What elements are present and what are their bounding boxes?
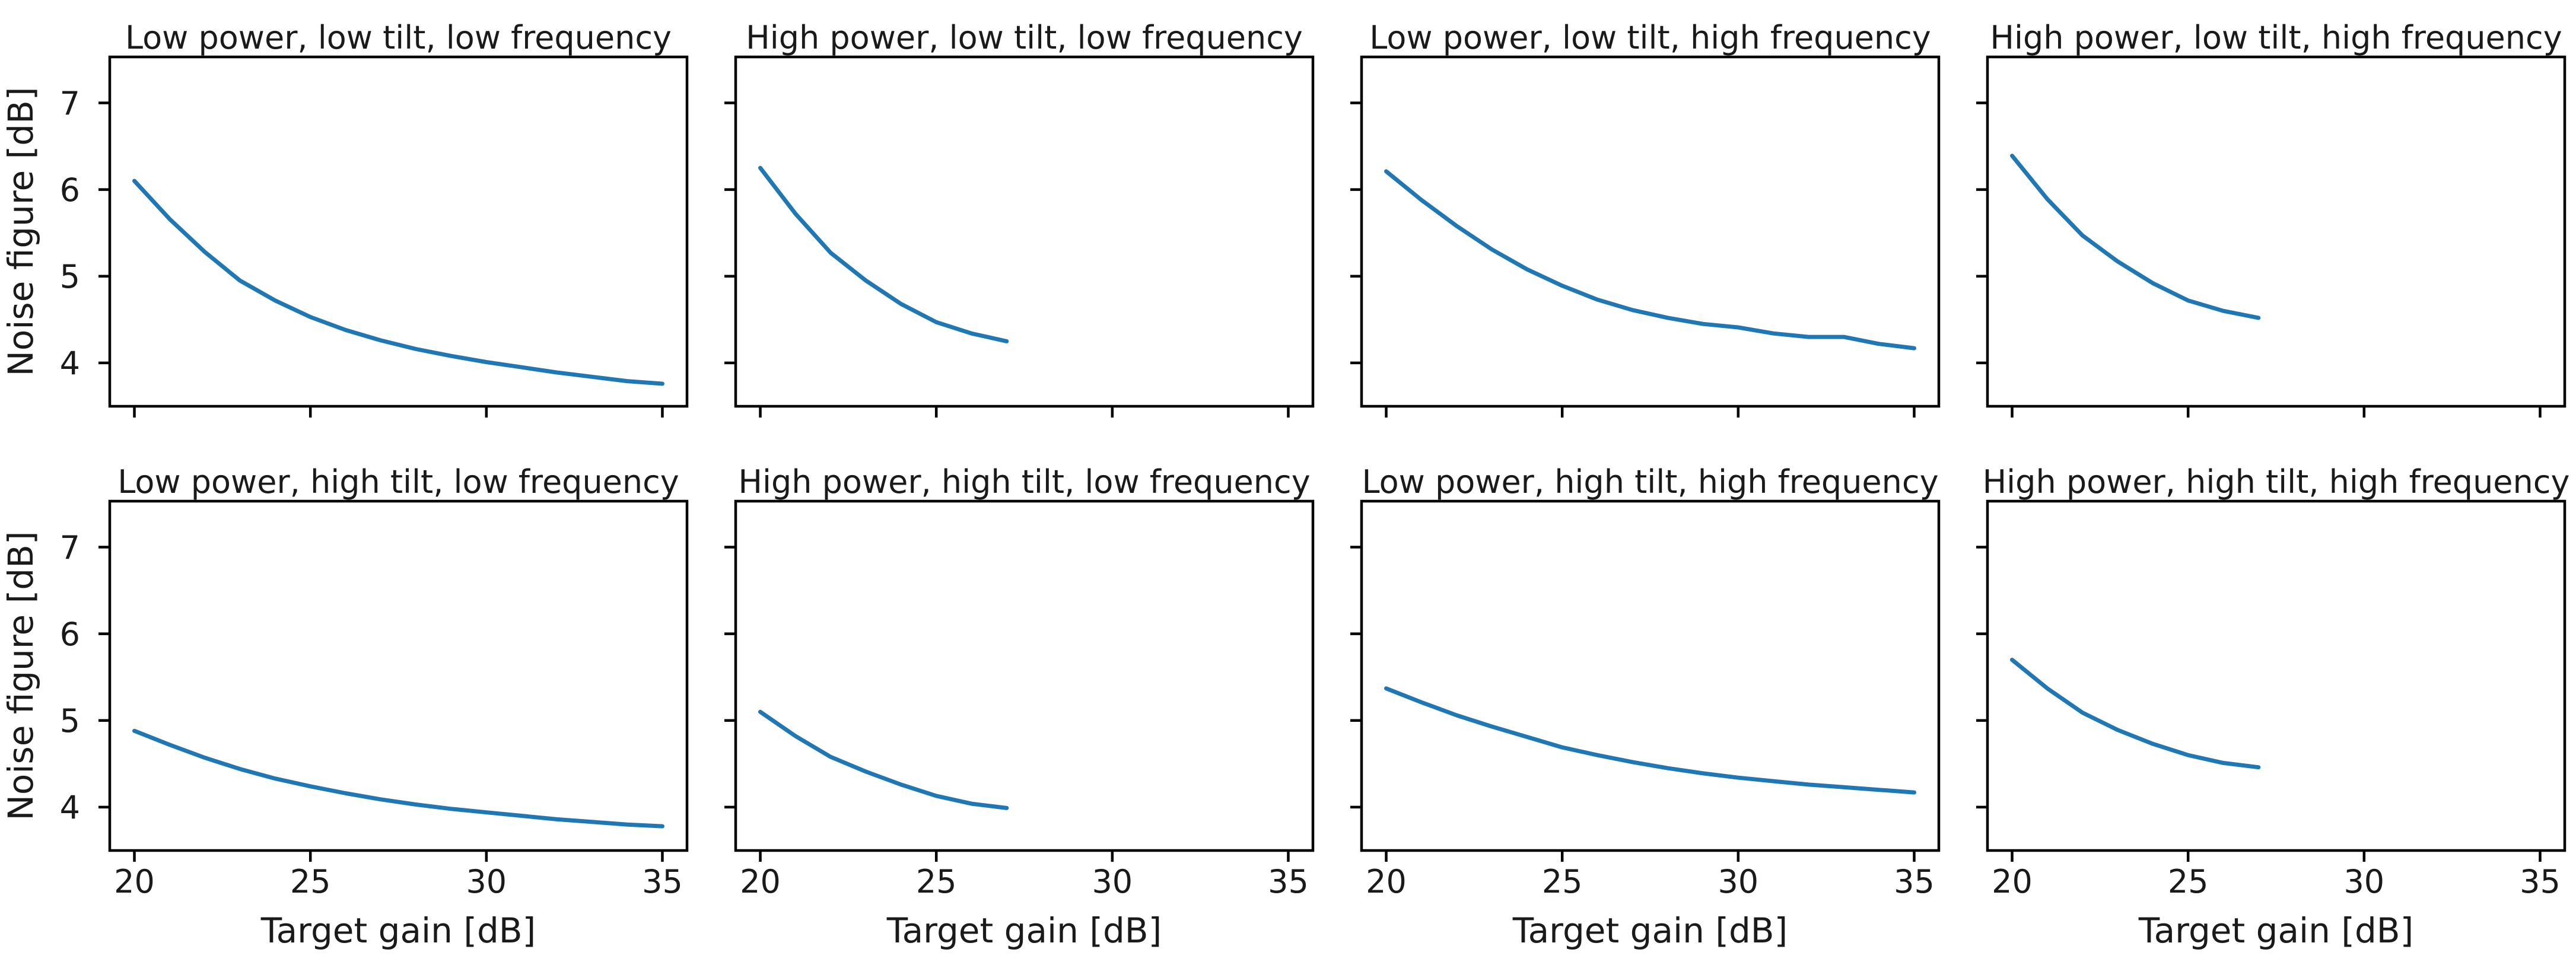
noise-figure-line [132,179,664,386]
axes-spines [108,499,689,852]
y-tick-label: 4 [60,789,80,826]
y-tick-label: 6 [60,616,80,653]
noise-figure-line [758,165,1009,343]
subplot-r1c3: 20 25 30 35 High power, high tilt, high freq… [1976,463,2569,951]
x-tick-label: 30 [466,863,507,900]
x-tick-label: 25 [2168,863,2209,900]
subplot-title: High power, high tilt, high frequency [1983,463,2570,501]
axes-spines [108,55,689,408]
subplot-title: Low power, high tilt, low frequency [117,463,679,501]
x-tick-label: 35 [1268,863,1309,900]
subplot-r0c3: High power, low tilt, high frequency [1976,19,2567,418]
subplot-r0c0: 4 5 6 7 Low power, low tilt, low frequency No… [1,19,689,418]
x-tick-label: 25 [290,863,331,900]
axes-spines [734,499,1315,852]
y-tick-label: 7 [60,529,80,566]
y-tick-label: 5 [60,258,80,295]
x-tick-label: 25 [1542,863,1583,900]
noise-figure-line [132,728,664,829]
subplot-title: Low power, high tilt, high frequency [1362,463,1938,501]
x-tick-label: 25 [916,863,957,900]
subplot-r0c2: Low power, low tilt, high frequency [1350,19,1941,418]
subplot-r0c1: High power, low tilt, low frequency [724,19,1315,418]
subplot-title: High power, low tilt, high frequency [1990,19,2562,56]
x-axis-label: Target gain [dB] [1512,910,1788,951]
noise-figure-line [758,709,1009,810]
x-tick-label: 30 [2343,863,2384,900]
x-axis-label: Target gain [dB] [2138,910,2413,951]
noise-figure-line [2010,154,2261,320]
x-tick-label: 20 [1992,863,2033,900]
axes-spines [1360,55,1941,408]
noise-figure-line [1384,686,1916,795]
subplot-title: High power, high tilt, low frequency [738,463,1310,501]
axes-spines [734,55,1315,408]
y-tick-label: 6 [60,171,80,209]
x-tick-label: 30 [1718,863,1758,900]
noise-figure-line [2010,658,2261,770]
x-axis-label: Target gain [dB] [260,910,536,951]
subplot-r1c0: 20 25 30 35 4 5 6 7 Low power, high tilt, low fr… [1,463,689,951]
x-axis-label: Target gain [dB] [886,910,1162,951]
noise-figure-line [1384,169,1916,351]
y-tick-label: 7 [60,85,80,122]
subplot-title: High power, low tilt, low frequency [746,19,1303,56]
y-axis-label: Noise figure [dB] [1,531,41,821]
y-tick-label: 5 [60,702,80,740]
y-tick-label: 4 [60,345,80,382]
subplot-title: Low power, low tilt, high frequency [1369,19,1931,56]
x-tick-label: 30 [1092,863,1133,900]
y-axis-label: Noise figure [dB] [1,87,41,377]
subplot-r1c1: 20 25 30 35 High power, high tilt, low frequ… [724,463,1315,951]
x-tick-label: 35 [642,863,683,900]
axes-spines [1986,499,2567,852]
x-tick-label: 35 [2520,863,2561,900]
x-tick-label: 20 [114,863,155,900]
axes-spines [1986,55,2567,408]
x-tick-label: 20 [740,863,781,900]
subplot-title: Low power, low tilt, low frequency [125,19,672,56]
axes-spines [1360,499,1941,852]
subplot-r1c2: 20 25 30 35 Low power, high tilt, high frequ… [1350,463,1941,951]
x-tick-label: 35 [1894,863,1935,900]
x-tick-label: 20 [1366,863,1407,900]
